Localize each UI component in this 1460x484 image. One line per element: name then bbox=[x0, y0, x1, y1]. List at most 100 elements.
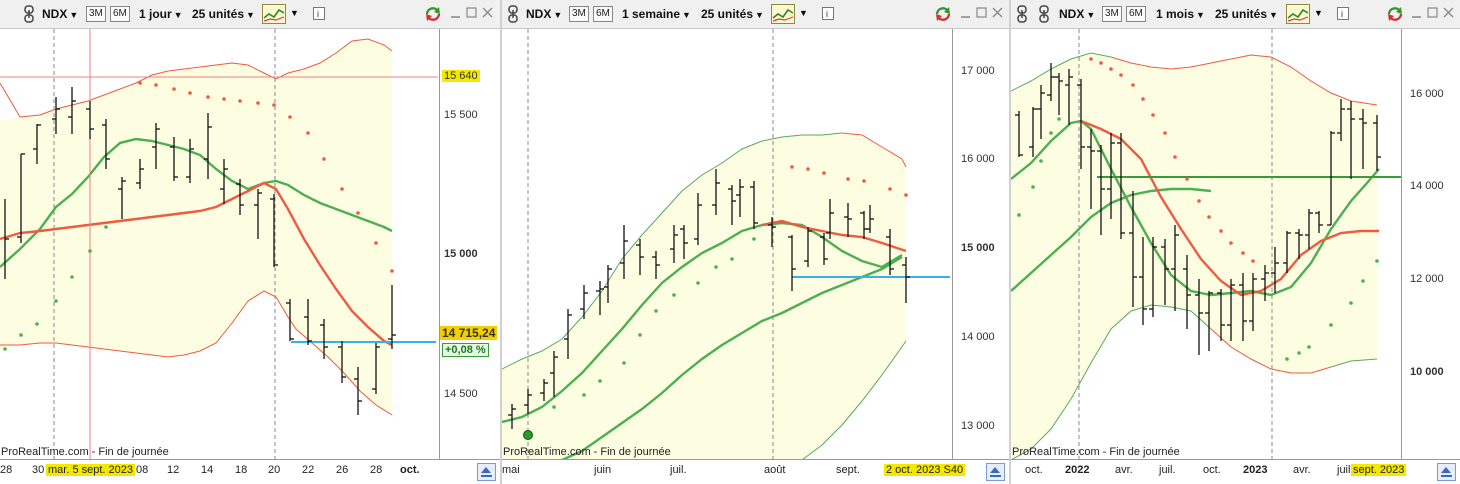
close-icon[interactable] bbox=[482, 7, 493, 22]
chart-type-icon[interactable] bbox=[262, 4, 286, 27]
refresh-icon[interactable] bbox=[424, 5, 442, 26]
info-icon[interactable]: i bbox=[313, 7, 325, 23]
price-label: 15 500 bbox=[444, 109, 478, 121]
period-selector[interactable]: 1 jour ▼ bbox=[139, 6, 183, 22]
symbol-selector[interactable]: NDX ▼ bbox=[42, 6, 78, 22]
close-icon[interactable] bbox=[1443, 7, 1454, 22]
range-6m-button[interactable]: 6M bbox=[1126, 6, 1146, 22]
time-axis[interactable]: mai juin juil. août sept. 2 oct. 2023 S4… bbox=[502, 459, 1009, 484]
minimize-icon[interactable] bbox=[960, 7, 971, 22]
maximize-icon[interactable] bbox=[976, 7, 987, 22]
bollinger-lower-line-red bbox=[1210, 328, 1332, 374]
period-label: 1 jour bbox=[139, 7, 172, 21]
range-6m-button[interactable]: 6M bbox=[110, 6, 130, 22]
date-label: 22 bbox=[302, 464, 315, 476]
range-3m-button[interactable]: 3M bbox=[86, 6, 106, 22]
parabolic-sar-points bbox=[523, 165, 908, 440]
date-label: 28 bbox=[0, 464, 13, 476]
cursor-date-label: mar. 5 sept. 2023 bbox=[46, 464, 135, 476]
date-label: mai bbox=[502, 464, 520, 476]
chart-type-icon[interactable] bbox=[1286, 4, 1310, 27]
date-label: sept. bbox=[836, 464, 860, 476]
chevron-down-icon[interactable]: ▼ bbox=[799, 8, 808, 18]
maximize-icon[interactable] bbox=[466, 7, 477, 22]
date-label: 28 bbox=[370, 464, 383, 476]
minimize-icon[interactable] bbox=[450, 7, 461, 22]
panel-divider[interactable] bbox=[500, 0, 502, 484]
bollinger-lower-line bbox=[1011, 304, 1212, 460]
date-label: août bbox=[764, 464, 786, 476]
scroll-to-end-button[interactable] bbox=[1437, 463, 1456, 481]
chart-panel-daily: NDX ▼ 3M 6M 1 jour ▼ 25 unités ▼ ▼ i bbox=[0, 0, 500, 484]
units-selector[interactable]: 25 unités ▼ bbox=[1215, 6, 1278, 22]
link-icon[interactable] bbox=[508, 5, 518, 26]
change-percent-label: +0,08 % bbox=[442, 343, 489, 357]
units-selector[interactable]: 25 unités ▼ bbox=[701, 6, 764, 22]
refresh-icon[interactable] bbox=[1386, 5, 1404, 26]
date-label: oct. bbox=[1025, 464, 1043, 476]
chevron-down-icon[interactable]: ▼ bbox=[290, 8, 299, 18]
last-price-label: 14 715,24 bbox=[440, 326, 498, 340]
chart-panel-monthly: NDX ▼ 3M 6M 1 mois ▼ 25 unités ▼ ▼ i bbox=[1011, 0, 1460, 484]
panel-divider[interactable] bbox=[1009, 0, 1011, 484]
price-chart[interactable] bbox=[0, 29, 438, 460]
price-chart[interactable] bbox=[502, 29, 950, 460]
data-source-footer: ProRealTime.com - Fin de journée bbox=[1, 446, 169, 458]
cursor-date-label: sept. 2023 bbox=[1351, 464, 1407, 476]
symbol-label: NDX bbox=[42, 7, 68, 21]
price-axis[interactable]: 17 000 16 000 15 000 14 000 13 000 bbox=[952, 29, 1009, 460]
refresh-icon[interactable] bbox=[934, 5, 952, 26]
moving-average-red bbox=[0, 181, 393, 347]
link-icon[interactable] bbox=[24, 5, 34, 26]
date-label: 14 bbox=[201, 464, 214, 476]
period-selector[interactable]: 1 semaine ▼ bbox=[622, 6, 691, 22]
symbol-label: NDX bbox=[1059, 7, 1085, 21]
time-axis[interactable]: oct. 2022 avr. juil. oct. 2023 avr. juil… bbox=[1011, 459, 1460, 484]
minimize-icon[interactable] bbox=[1411, 7, 1422, 22]
price-label: 14 500 bbox=[444, 388, 478, 400]
date-label: juil. bbox=[1159, 464, 1176, 476]
link-icon[interactable] bbox=[1039, 5, 1049, 26]
chevron-down-icon[interactable]: ▼ bbox=[1314, 8, 1323, 18]
range-6m-button[interactable]: 6M bbox=[593, 6, 613, 22]
price-label: 13 000 bbox=[961, 420, 995, 432]
data-source-footer: ProRealTime.com - Fin de journée bbox=[1012, 446, 1180, 458]
symbol-selector[interactable]: NDX ▼ bbox=[526, 6, 562, 22]
date-label: avr. bbox=[1293, 464, 1311, 476]
units-label: 25 unités bbox=[192, 7, 245, 21]
svg-text:i: i bbox=[317, 9, 319, 19]
chart-type-icon[interactable] bbox=[771, 4, 795, 27]
price-axis[interactable]: 16 000 14 000 12 000 10 000 bbox=[1401, 29, 1460, 460]
bollinger-upper-line bbox=[1011, 52, 1112, 92]
date-label: juil. bbox=[1337, 464, 1354, 476]
chart-panel-weekly: NDX ▼ 3M 6M 1 semaine ▼ 25 unités ▼ ▼ i bbox=[502, 0, 1009, 484]
chevron-down-icon: ▼ bbox=[682, 10, 691, 20]
period-label: 1 semaine bbox=[622, 7, 681, 21]
price-label: 16 000 bbox=[1410, 88, 1444, 100]
maximize-icon[interactable] bbox=[1427, 7, 1438, 22]
time-axis[interactable]: 28 30 mar. 5 sept. 2023 08 12 14 18 20 2… bbox=[0, 459, 500, 484]
date-label: 30 bbox=[32, 464, 45, 476]
scroll-to-end-button[interactable] bbox=[986, 463, 1005, 481]
range-3m-button[interactable]: 3M bbox=[1102, 6, 1122, 22]
moving-average-green-slow bbox=[561, 255, 903, 460]
scroll-to-end-button[interactable] bbox=[477, 463, 496, 481]
symbol-selector[interactable]: NDX ▼ bbox=[1059, 6, 1095, 22]
chevron-down-icon: ▼ bbox=[1086, 10, 1096, 20]
range-3m-button[interactable]: 3M bbox=[569, 6, 589, 22]
period-selector[interactable]: 1 mois ▼ bbox=[1156, 6, 1205, 22]
svg-text:i: i bbox=[826, 9, 828, 19]
link-icon[interactable] bbox=[1017, 5, 1027, 26]
date-label: avr. bbox=[1115, 464, 1133, 476]
info-icon[interactable]: i bbox=[1337, 7, 1349, 23]
close-icon[interactable] bbox=[992, 7, 1003, 22]
units-label: 25 unités bbox=[1215, 7, 1268, 21]
bollinger-lower-line-green bbox=[1330, 358, 1378, 368]
date-label: 2022 bbox=[1065, 464, 1090, 476]
units-selector[interactable]: 25 unités ▼ bbox=[192, 6, 255, 22]
panel-toolbar: NDX ▼ 3M 6M 1 jour ▼ 25 unités ▼ ▼ i bbox=[0, 0, 500, 29]
price-chart[interactable] bbox=[1011, 29, 1401, 460]
bollinger-lower-line bbox=[0, 290, 393, 416]
info-icon[interactable]: i bbox=[822, 7, 834, 23]
price-axis[interactable]: 15 640 15 500 15 000 14 715,24 +0,08 % 1… bbox=[439, 29, 500, 460]
